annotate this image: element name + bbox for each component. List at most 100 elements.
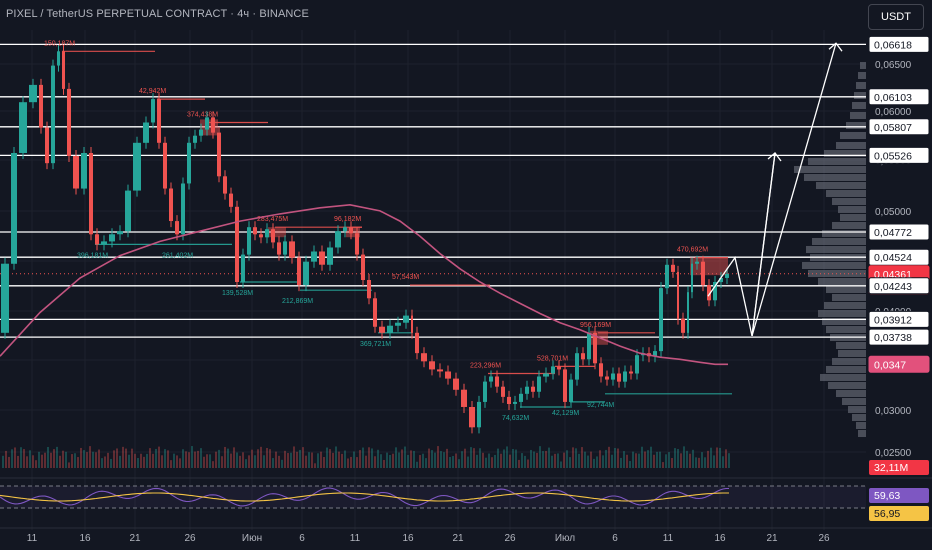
volume-bar — [404, 446, 406, 468]
currency-button[interactable]: USDT — [868, 4, 924, 30]
volume-bar — [182, 449, 184, 468]
y-tick-label: 0,06000 — [875, 107, 912, 118]
candle-body — [241, 254, 245, 283]
volume-bar — [92, 451, 94, 468]
candle-body — [695, 261, 699, 264]
volume-bar — [716, 447, 718, 468]
candle-body — [519, 393, 523, 402]
volume-bar — [629, 461, 631, 468]
candle-body — [39, 84, 43, 128]
volume-bar — [428, 448, 430, 468]
volume-bar — [392, 453, 394, 468]
volume-bar — [602, 455, 604, 468]
arrow-head — [767, 152, 782, 162]
candle-body — [101, 241, 107, 245]
volume-bar — [320, 451, 322, 468]
candle-body — [11, 153, 17, 264]
projection-path — [707, 152, 776, 337]
volume-bar — [110, 458, 112, 468]
volume-bar — [278, 455, 280, 468]
price-label-bg — [868, 355, 930, 373]
volume-bar — [5, 450, 7, 468]
volume-bar — [386, 452, 388, 468]
volume-profile-bar — [832, 198, 866, 205]
volume-bar — [485, 457, 487, 468]
volume-bar — [359, 450, 361, 468]
volume-bar — [614, 447, 616, 468]
candle-body — [303, 261, 309, 286]
volume-bar — [218, 449, 220, 468]
volume-bar — [200, 448, 202, 468]
volume-bar — [281, 459, 283, 468]
candle-body — [205, 117, 209, 130]
price-label-bg — [868, 310, 930, 328]
candle-body — [489, 376, 493, 382]
candle-body — [62, 51, 65, 89]
volume-bar — [80, 447, 82, 468]
candle-body — [495, 376, 499, 387]
candle-body — [133, 142, 141, 191]
volume-bar — [275, 451, 277, 468]
volume-profile-bar — [858, 430, 866, 437]
rsi-ma-line — [0, 492, 729, 502]
candle-body — [335, 231, 341, 248]
volume-bar — [479, 448, 481, 468]
volume-bar — [305, 455, 307, 468]
volume-bar — [491, 457, 493, 468]
volume-bar — [41, 454, 43, 468]
volume-annotation-label: 528,701M — [537, 355, 568, 362]
candle-body — [211, 117, 215, 133]
candle-body — [593, 332, 597, 364]
volume-annotation-label: 956,169M — [580, 322, 611, 329]
volume-bar — [266, 447, 268, 468]
volume-annotation-label: 283,475M — [257, 216, 288, 223]
volume-bar — [59, 455, 61, 468]
candle-body — [557, 366, 561, 370]
price-label-bg — [868, 35, 930, 53]
volume-bar — [398, 452, 400, 468]
candle-body — [193, 135, 197, 143]
volume-bar — [176, 455, 178, 468]
volume-bar — [206, 454, 208, 468]
volume-bar — [17, 455, 19, 468]
candle-body — [477, 401, 481, 428]
x-tick-label: 6 — [612, 533, 618, 544]
volume-bar — [101, 458, 103, 468]
candle-body — [411, 315, 413, 333]
volume-bar — [467, 456, 469, 468]
volume-bar — [260, 446, 262, 468]
volume-profile-bar — [860, 62, 866, 69]
volume-bar — [707, 450, 709, 468]
volume-profile-bar — [808, 158, 866, 165]
volume-bar — [68, 462, 70, 468]
volume-profile-bar — [836, 390, 866, 397]
candle-body — [95, 234, 99, 245]
volume-bar — [551, 455, 553, 468]
volume-annotation-label: 212,869M — [282, 298, 313, 305]
volume-bar — [719, 447, 721, 468]
candle-body — [501, 386, 505, 397]
volume-bar — [23, 449, 25, 468]
supply-zone — [268, 227, 286, 238]
candle-body — [469, 407, 475, 428]
x-tick-label: 11 — [27, 533, 38, 544]
volume-bar — [500, 453, 502, 468]
volume-bar — [83, 450, 85, 468]
arrow-head — [828, 42, 843, 52]
volume-bar — [8, 456, 10, 468]
volume-bar — [377, 449, 379, 468]
volume-bar — [236, 452, 238, 468]
candle-body — [587, 332, 591, 360]
candle-body — [223, 176, 227, 194]
candle-body — [581, 353, 585, 360]
volume-bar — [521, 453, 523, 468]
volume-bar — [515, 449, 517, 468]
price-label: 0,03738 — [874, 332, 912, 344]
volume-bar — [140, 453, 142, 468]
volume-bar — [680, 453, 682, 468]
price-label: 0,04243 — [874, 281, 912, 293]
volume-bar — [710, 447, 712, 468]
candle-body — [1, 263, 9, 333]
candle-body — [327, 247, 333, 265]
